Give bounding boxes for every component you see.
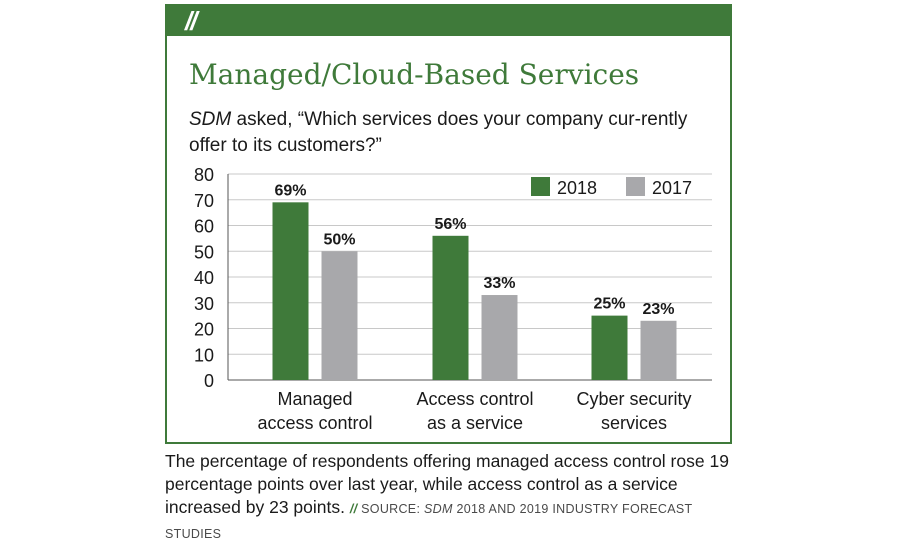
legend-swatch-2018 <box>531 177 550 196</box>
x-category-label: services <box>601 413 667 433</box>
chart-caption: The percentage of respondents offering m… <box>165 450 740 546</box>
y-tick-label: 80 <box>194 165 214 185</box>
y-tick-label: 50 <box>194 242 214 262</box>
y-tick-label: 30 <box>194 294 214 314</box>
data-label: 25% <box>593 296 625 313</box>
y-tick-label: 60 <box>194 217 214 237</box>
slash-marks: // <box>185 6 198 36</box>
y-tick-label: 0 <box>204 371 214 391</box>
data-label: 23% <box>642 301 674 318</box>
bar-2018 <box>591 315 628 380</box>
source-line: // SOURCE: SDM 2018 AND 2019 INDUSTRY FO… <box>165 502 692 541</box>
data-label: 56% <box>434 216 466 233</box>
header-bar: // <box>167 6 730 36</box>
caption-text: The percentage of respondents offering m… <box>165 451 729 517</box>
legend-swatch-2017 <box>626 177 645 196</box>
publication-name: SDM <box>189 109 232 130</box>
data-label: 69% <box>274 182 306 199</box>
source-publication: SDM <box>424 502 453 516</box>
bar-2018 <box>272 202 309 380</box>
bar-2018 <box>432 235 469 380</box>
y-tick-label: 10 <box>194 345 214 365</box>
source-slashes: // <box>349 502 358 516</box>
x-category-label: Cyber security <box>576 389 691 409</box>
data-label: 33% <box>483 275 515 292</box>
bar-2017 <box>481 295 518 380</box>
bar-chart: 0 10 20 30 40 50 60 70 80 69% 56% 25% 50% 33% 23% Manag… <box>194 165 712 433</box>
x-category-label: access control <box>257 413 372 433</box>
data-label: 50% <box>323 231 355 248</box>
bar-2017 <box>640 320 677 380</box>
x-category-label: as a service <box>427 413 523 433</box>
y-tick-label: 70 <box>194 191 214 211</box>
question-text: asked, “Which services does your company… <box>189 109 688 156</box>
x-category-label: Access control <box>416 389 533 409</box>
y-tick-label: 40 <box>194 268 214 288</box>
survey-question: SDM asked, “Which services does your com… <box>189 107 709 159</box>
y-tick-label: 20 <box>194 320 214 340</box>
legend-label: 2017 <box>652 178 692 198</box>
x-category-label: Managed <box>277 389 352 409</box>
legend-label: 2018 <box>557 178 597 198</box>
bar-2017 <box>321 251 358 380</box>
chart-title: Managed/Cloud-Based Services <box>189 58 640 91</box>
source-prefix: SOURCE: <box>357 502 424 516</box>
source-rest: 2018 AND 2019 INDUSTRY FORECAST STUDIES <box>165 502 693 541</box>
